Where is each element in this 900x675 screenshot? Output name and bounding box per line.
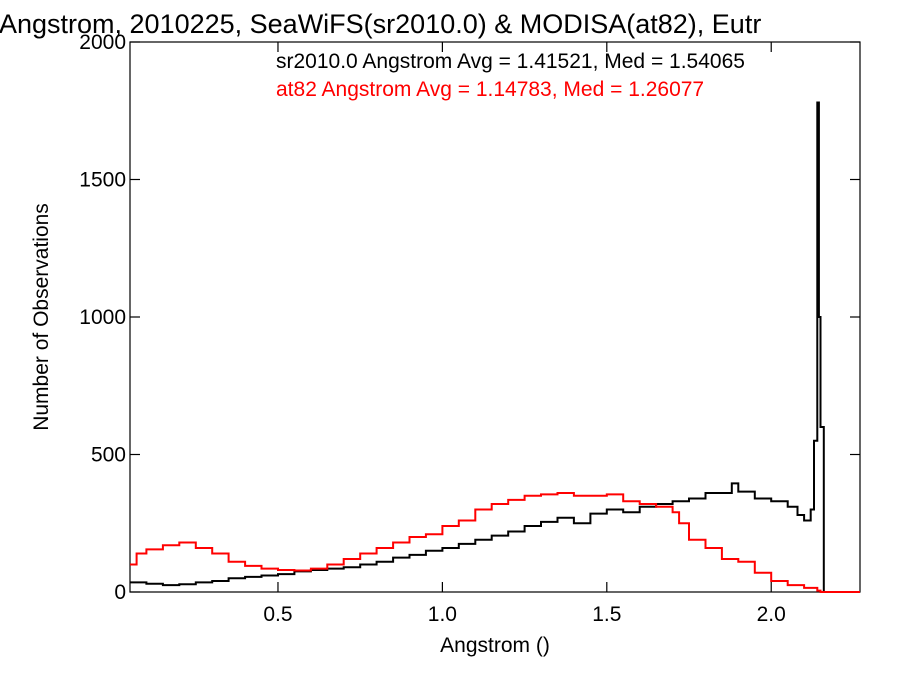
x-axis-ticks: 0.5 1.0 1.5 2.0 xyxy=(263,42,786,626)
plot-area-border xyxy=(129,41,861,593)
y-tick-label: 500 xyxy=(91,444,126,467)
y-tick-label: 2000 xyxy=(79,31,126,54)
x-tick-label: 2.0 xyxy=(757,603,786,626)
x-tick-label: 0.5 xyxy=(263,603,292,626)
x-tick-label: 1.0 xyxy=(428,603,457,626)
y-tick-label: 0 xyxy=(114,581,126,604)
series-line-at82 xyxy=(130,492,860,593)
plot-frame xyxy=(129,41,861,593)
y-tick-label: 1500 xyxy=(79,169,126,192)
legend-at82-stats: at82 Angstrom Avg = 1.14783, Med = 1.260… xyxy=(276,78,704,101)
series-line-sr2010-0 xyxy=(130,101,860,593)
x-tick-label: 1.5 xyxy=(592,603,621,626)
y-axis-ticks: 0 500 1000 1500 2000 xyxy=(79,31,860,604)
series-layer xyxy=(130,101,860,593)
y-axis-label: Number of Observations xyxy=(30,203,53,431)
x-axis-label: Angstrom () xyxy=(440,634,550,657)
legend-sr2010-stats: sr2010.0 Angstrom Avg = 1.41521, Med = 1… xyxy=(276,50,745,73)
y-tick-label: 1000 xyxy=(79,306,126,329)
chart-title: Angstrom, 2010225, SeaWiFS(sr2010.0) & M… xyxy=(0,9,761,39)
